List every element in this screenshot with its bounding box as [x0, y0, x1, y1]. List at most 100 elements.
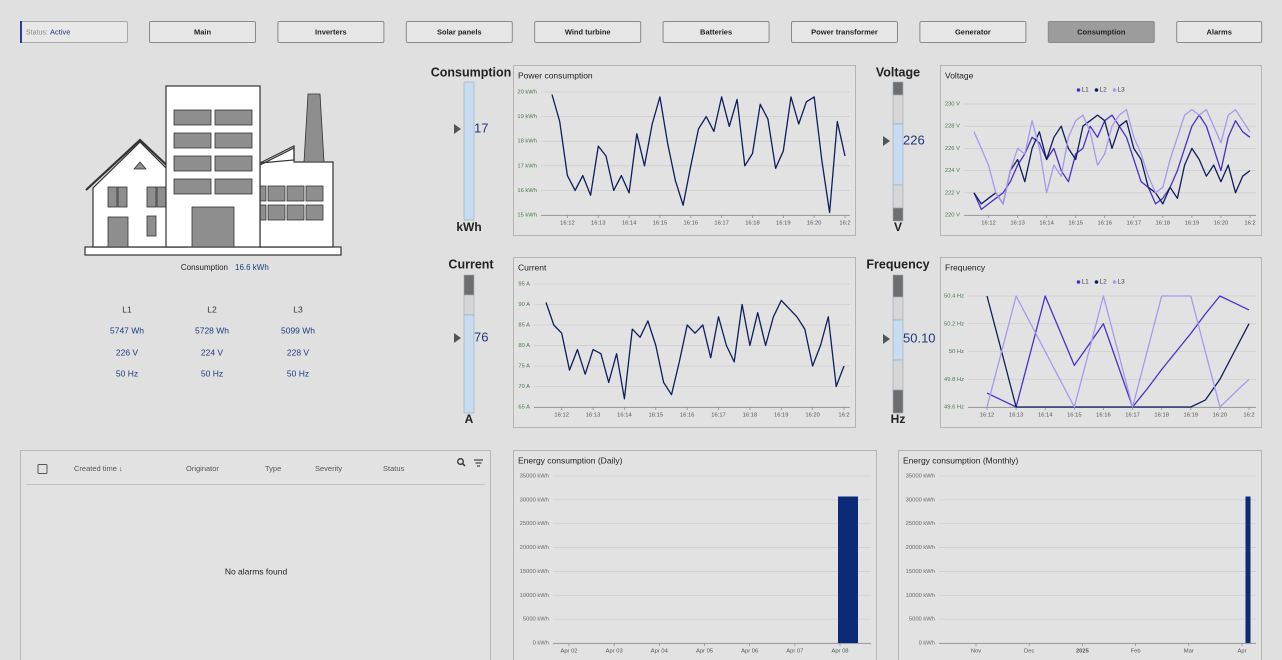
search-icon[interactable]	[457, 458, 466, 467]
y-tick-label: 222 V	[945, 190, 960, 196]
select-all-checkbox[interactable]	[37, 464, 48, 474]
gauge-title: Consumption	[431, 65, 512, 79]
data-line	[986, 295, 1250, 408]
y-tick-label: 49.8 Hz	[944, 377, 964, 383]
x-tick-label: 16:17	[1127, 221, 1142, 227]
phase-header: L2	[207, 304, 217, 314]
y-tick-label: 0 kWh	[533, 641, 549, 647]
legend-marker	[1076, 280, 1081, 284]
gauge-title: Voltage	[876, 65, 920, 79]
x-tick-label: Apr 05	[696, 649, 713, 655]
nav-button-label[interactable]: Inverters	[315, 27, 347, 36]
y-tick-label: 228 V	[945, 124, 960, 130]
nav-button-label[interactable]: Power transformer	[811, 27, 878, 36]
building-value: 16.6 kWh	[235, 263, 269, 272]
x-tick-label: 16:15	[1068, 221, 1083, 227]
building-label: Consumption	[181, 263, 228, 272]
x-tick-label: 16:17	[1125, 413, 1140, 419]
x-tick-label: 16:19	[774, 413, 789, 419]
chart-title: Frequency	[945, 262, 986, 272]
y-tick-label: 95 A	[518, 282, 530, 288]
filter-icon[interactable]	[474, 459, 483, 467]
phase-header: L1	[122, 304, 132, 314]
gauge-pointer	[454, 333, 461, 343]
x-tick-label: 16:20	[1214, 221, 1229, 227]
nav-button[interactable]	[791, 21, 898, 43]
gauge-segment	[892, 389, 904, 414]
y-tick-label: 90 A	[518, 302, 530, 308]
legend-label: L3	[1118, 279, 1126, 286]
gauge-segment	[463, 81, 475, 221]
y-tick-label: 15000 kWh	[520, 569, 549, 575]
y-tick-label: 30000 kWh	[520, 497, 549, 503]
data-line	[973, 114, 1251, 211]
y-tick-label: 5000 kWh	[523, 617, 549, 623]
phase-cell: 50 Hz	[287, 368, 309, 378]
gauge-title: Frequency	[866, 257, 929, 271]
building-illustration	[84, 85, 342, 256]
y-tick-label: 10000 kWh	[520, 593, 549, 599]
gauge-unit: Hz	[891, 412, 906, 426]
nav-button[interactable]	[919, 21, 1027, 43]
gauge-unit: V	[894, 220, 902, 234]
y-tick-label: 80 A	[518, 343, 530, 349]
alarms-column-header[interactable]: Severity	[315, 464, 342, 473]
x-tick-label: 16:16	[1096, 413, 1111, 419]
x-tick-label: 16:17	[714, 221, 729, 227]
data-line	[973, 108, 1251, 205]
gauge-value: 226	[903, 132, 925, 147]
x-tick-label: 16:17	[711, 413, 726, 419]
legend-marker	[1112, 280, 1117, 284]
nav-button[interactable]	[149, 21, 256, 43]
alarms-column-header[interactable]: Type	[265, 464, 281, 473]
phase-cell: 5099 Wh	[281, 325, 315, 335]
gauge-segment	[892, 359, 904, 391]
x-tick-label: 16:19	[1184, 413, 1199, 419]
nav-button-label[interactable]: Batteries	[700, 27, 732, 36]
nav-button[interactable]	[277, 21, 385, 43]
legend-marker	[1112, 88, 1117, 92]
nav-button-label[interactable]: Solar panels	[437, 27, 482, 36]
x-tick-label: Apr 07	[786, 649, 803, 655]
y-tick-label: 18 kWh	[517, 139, 537, 145]
nav-button-label[interactable]: Wind turbine	[565, 27, 611, 36]
nav-button[interactable]	[534, 21, 642, 43]
x-tick-label: 16:19	[1185, 221, 1200, 227]
y-tick-label: 10000 kWh	[906, 593, 935, 599]
y-tick-label: 230 V	[945, 102, 960, 108]
legend-label: L1	[1082, 279, 1090, 286]
alarms-column-header[interactable]: Originator	[186, 464, 219, 473]
x-tick-label: 16:18	[1156, 221, 1171, 227]
phase-cell: 5747 Wh	[110, 325, 144, 335]
x-tick-label: 16:12	[980, 413, 995, 419]
y-tick-label: 20000 kWh	[520, 545, 549, 551]
y-tick-label: 85 A	[518, 323, 530, 329]
nav-button-label[interactable]: Main	[194, 27, 212, 36]
data-line	[545, 299, 845, 400]
x-tick-label: 16:13	[1010, 221, 1025, 227]
x-tick-label: Apr 04	[651, 649, 669, 655]
phase-cell: 224 V	[201, 347, 224, 357]
gauge-title: Current	[448, 257, 494, 271]
nav-button[interactable]	[662, 21, 770, 43]
nav-button-label[interactable]: Generator	[955, 27, 991, 36]
nav-button[interactable]	[405, 21, 513, 43]
alarms-column-header[interactable]: Status	[383, 464, 405, 473]
alarms-column-header[interactable]: Created time ↓	[74, 464, 123, 473]
nav-button[interactable]	[1047, 21, 1155, 43]
nav-button-label[interactable]: Alarms	[1206, 27, 1231, 36]
y-tick-label: 20 kWh	[517, 90, 537, 96]
x-tick-label: 16:18	[743, 413, 758, 419]
nav-button[interactable]	[1176, 21, 1263, 43]
legend-label: L2	[1100, 279, 1108, 286]
x-tick-label: 16:14	[1039, 221, 1054, 227]
x-tick-label: Dec	[1024, 649, 1034, 655]
chart-title: Voltage	[945, 70, 974, 80]
gauge-unit: kWh	[456, 220, 481, 234]
x-tick-label: 16:18	[745, 221, 760, 227]
nav-button-label[interactable]: Consumption	[1077, 27, 1126, 36]
y-tick-label: 70 A	[518, 384, 530, 390]
x-tick-label: Nov	[971, 649, 981, 655]
data-line	[551, 94, 846, 214]
